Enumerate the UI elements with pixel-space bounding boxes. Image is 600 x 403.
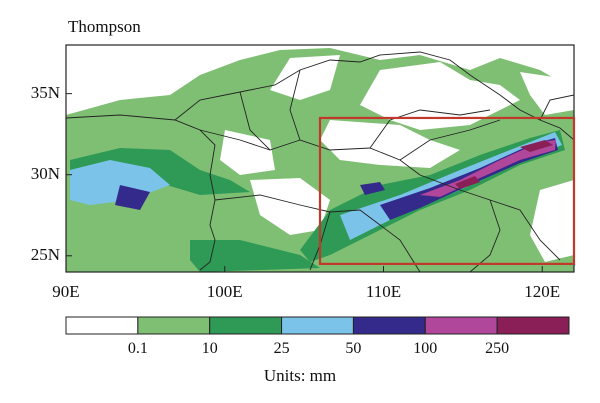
colorbar-label: 100 bbox=[413, 340, 438, 357]
precip-field bbox=[66, 45, 574, 272]
colorbar-swatch bbox=[496, 316, 570, 335]
colorbar-units: Units: mm bbox=[263, 366, 337, 385]
colorbar-swatch bbox=[424, 316, 498, 335]
lon-tick-label: 110E bbox=[365, 282, 402, 301]
colorbar-label: 250 bbox=[485, 340, 510, 357]
lon-tick-label: 120E bbox=[524, 282, 561, 301]
colorbar-label: 10 bbox=[201, 340, 218, 357]
colorbar-label: 50 bbox=[345, 340, 362, 357]
colorbar-swatch bbox=[65, 316, 139, 335]
lon-tick-label: 90E bbox=[52, 282, 80, 301]
colorbar bbox=[65, 316, 570, 335]
colorbar-label: 0.1 bbox=[127, 340, 148, 357]
lon-ticks bbox=[65, 266, 543, 272]
map-title: Thompson bbox=[68, 17, 141, 36]
lat-ticks bbox=[66, 93, 72, 257]
lat-tick-label: 30N bbox=[30, 163, 60, 183]
lat-tick-label: 35N bbox=[30, 82, 60, 102]
colorbar-swatch bbox=[352, 316, 426, 335]
highlight-box bbox=[318, 116, 576, 265]
colorbar-swatch bbox=[137, 316, 211, 335]
lat-tick-label: 25N bbox=[30, 244, 60, 264]
colorbar-swatch bbox=[209, 316, 283, 335]
colorbar-label: 25 bbox=[273, 340, 290, 357]
colorbar-swatch bbox=[281, 316, 354, 335]
lon-tick-label: 100E bbox=[206, 282, 243, 301]
